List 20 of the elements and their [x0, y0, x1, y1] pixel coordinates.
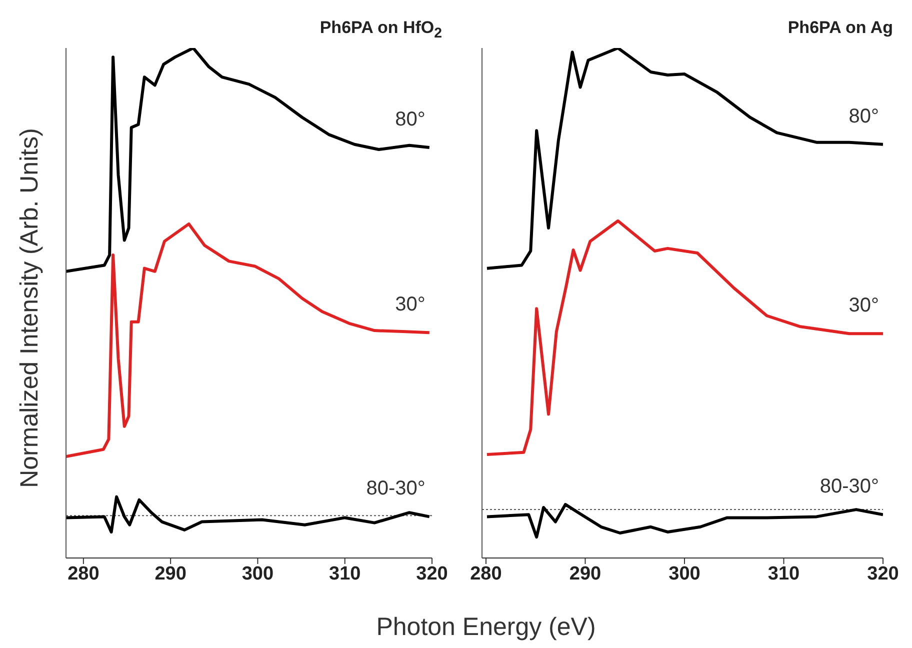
x-tick-label: 320: [416, 563, 448, 584]
x-tick-label: 300: [668, 563, 700, 584]
x-tick-label: 310: [329, 563, 361, 584]
annotation: 30°: [848, 294, 879, 317]
annotation: 30°: [395, 294, 426, 316]
y-axis-title: Normalized Intensity (Arb. Units): [16, 128, 44, 488]
x-tick-label: 280: [470, 563, 502, 584]
annotation: 80-30°: [820, 476, 879, 498]
x-tick-label: 310: [768, 563, 800, 584]
x-axis-title: Photon Energy (eV): [376, 613, 596, 642]
x-tick-label: 300: [242, 563, 274, 584]
annotation: 80°: [848, 105, 879, 128]
annotation: 80°: [395, 108, 426, 130]
x-tick-label: 290: [569, 563, 602, 584]
x-tick-label: 320: [867, 563, 899, 584]
x-tick-label: 280: [68, 563, 100, 584]
chart-title: Ph6PA on HfO$_{2}$: [320, 18, 442, 42]
annotation: 80-30°: [366, 478, 426, 500]
x-tick-label: 290: [154, 563, 186, 584]
chart-title: Ph6PA on Ag: [788, 18, 893, 38]
